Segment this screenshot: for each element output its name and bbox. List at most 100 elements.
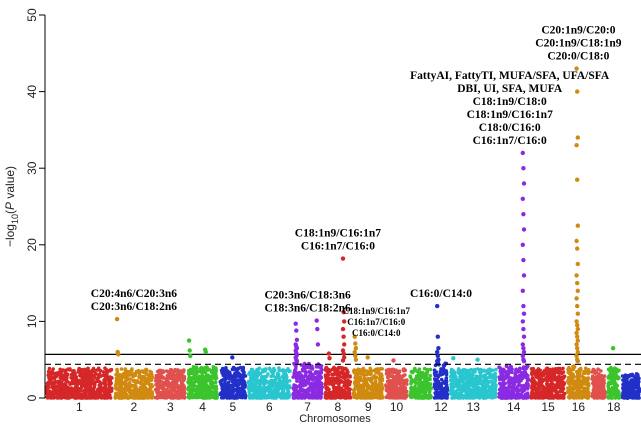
baseline-point [425,367,430,372]
baseline-point [91,369,95,373]
baseline-point [309,387,313,391]
baseline-point [121,381,125,385]
baseline-point [221,370,226,374]
baseline-point [373,368,377,373]
baseline-point [212,386,217,391]
baseline-point [201,389,206,393]
baseline-point [343,381,347,386]
baseline-point [125,383,130,387]
baseline-point [58,368,63,373]
baseline-point [155,390,160,394]
baseline-point [567,365,571,370]
baseline-point [182,368,186,372]
chromosome-band-3 [153,367,187,400]
baseline-point [554,388,558,393]
baseline-point [439,377,444,382]
baseline-point [224,371,229,376]
baseline-point [261,388,266,393]
baseline-point [485,391,489,396]
baseline-point [435,387,439,391]
baseline-point [50,385,54,390]
baseline-point [137,375,141,380]
baseline-point [359,390,363,395]
baseline-point [454,381,459,385]
baseline-point [234,374,238,379]
baseline-point [340,370,345,374]
baseline-point [179,369,183,373]
baseline-point [541,395,545,400]
baseline-point [102,396,107,400]
baseline-point [562,374,567,379]
baseline-point [248,370,252,375]
baseline-point [362,379,367,383]
baseline-point [241,365,246,370]
baseline-point [92,396,97,400]
baseline-point [316,386,321,391]
baseline-point [77,366,81,371]
baseline-point [422,389,427,393]
baseline-point [150,395,154,400]
baseline-point [263,393,267,398]
baseline-point [546,389,551,394]
baseline-point [348,387,352,392]
baseline-point [436,381,441,386]
baseline-point [116,387,120,392]
baseline-point [241,375,245,380]
baseline-point [370,381,375,386]
baseline-point [337,366,341,371]
baseline-point [236,366,241,371]
baseline-point [450,396,454,400]
baseline-point [56,388,61,393]
baseline-point [316,396,320,400]
baseline-point [310,391,315,396]
baseline-point [226,392,230,397]
baseline-point [506,380,511,385]
baseline-point [190,385,195,390]
baseline-point [223,380,227,385]
baseline-point [173,367,177,372]
baseline-point [211,370,215,374]
baseline-point [267,366,272,371]
baseline-point [372,385,377,390]
baseline-point [507,383,511,388]
baseline-point [439,384,444,388]
baseline-point [297,375,301,379]
baseline-point [172,388,177,393]
baseline-point [296,371,300,376]
baseline-point [106,379,111,384]
baseline-point [60,393,64,398]
baseline-point [379,396,383,400]
baseline-point [572,394,576,399]
baseline-point [206,393,211,397]
baseline-point [546,377,550,382]
baseline-point [420,395,425,400]
baseline-point [531,369,536,374]
baseline-point [124,369,128,374]
baseline-point [367,391,371,396]
baseline-point [269,374,273,379]
baseline-points-layer [44,361,641,400]
baseline-point [341,366,345,370]
baseline-point [278,393,282,398]
baseline-point [263,369,268,373]
baseline-point [400,391,405,396]
baseline-point [578,381,582,386]
baseline-point [66,385,70,390]
baseline-point [272,387,277,392]
baseline-point [530,390,534,395]
baseline-point [95,368,100,372]
baseline-point [403,393,408,398]
baseline-point [546,382,550,387]
baseline-point [282,376,286,381]
baseline-point [567,369,571,374]
baseline-point [224,384,229,389]
baseline-point [355,380,359,385]
baseline-point [319,388,324,393]
baseline-point [255,374,259,379]
baseline-point [548,392,553,397]
baseline-point [250,382,254,387]
baseline-point [74,396,79,400]
baseline-point [561,383,566,387]
baseline-point [230,378,234,382]
baseline-point [313,376,317,380]
